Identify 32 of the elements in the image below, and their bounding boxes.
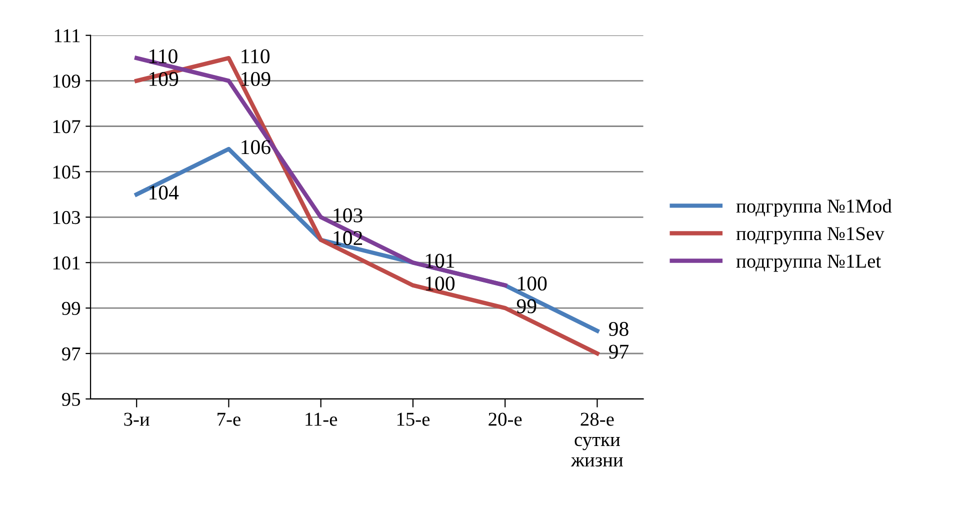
y-tick-label: 97 — [62, 347, 80, 360]
x-tick-label: 7-е — [218, 412, 240, 426]
legend-label: подгруппа №1Mod — [736, 199, 892, 217]
data-label: 97 — [608, 344, 629, 359]
data-label: 109 — [242, 72, 270, 86]
y-tick-label: 103 — [53, 210, 80, 224]
x-tick-label: 15-е — [397, 412, 430, 426]
y-tick-label: 105 — [53, 166, 80, 179]
legend-label: подгруппа №1Sev — [736, 227, 884, 244]
data-label: 100 — [426, 276, 455, 291]
y-tick-label: 109 — [53, 74, 80, 88]
legend-label: подгруппа №1Let — [736, 254, 881, 272]
data-label: 109 — [150, 72, 178, 86]
data-label: 101 — [426, 254, 454, 268]
y-tick-label: 101 — [53, 256, 80, 270]
x-tick-label: 3-и — [124, 412, 150, 426]
data-label: 106 — [242, 140, 270, 154]
y-tick-label: 107 — [53, 120, 80, 134]
x-tick-label: 28-е сутки жизни — [570, 412, 623, 467]
data-label: 110 — [150, 49, 178, 64]
x-tick-label: 11-е — [306, 412, 338, 426]
x-tick-label: 20-е — [488, 412, 522, 426]
data-label: 104 — [150, 186, 179, 200]
y-tick-label: 111 — [54, 29, 80, 42]
y-tick-label: 95 — [62, 392, 80, 406]
y-tick-label: 99 — [62, 302, 80, 315]
data-label: 99 — [516, 299, 536, 314]
data-label: 110 — [242, 49, 270, 64]
data-label: 103 — [334, 208, 362, 222]
data-label: 100 — [518, 276, 547, 291]
data-label: 98 — [608, 322, 628, 336]
data-label: 102 — [334, 231, 362, 246]
